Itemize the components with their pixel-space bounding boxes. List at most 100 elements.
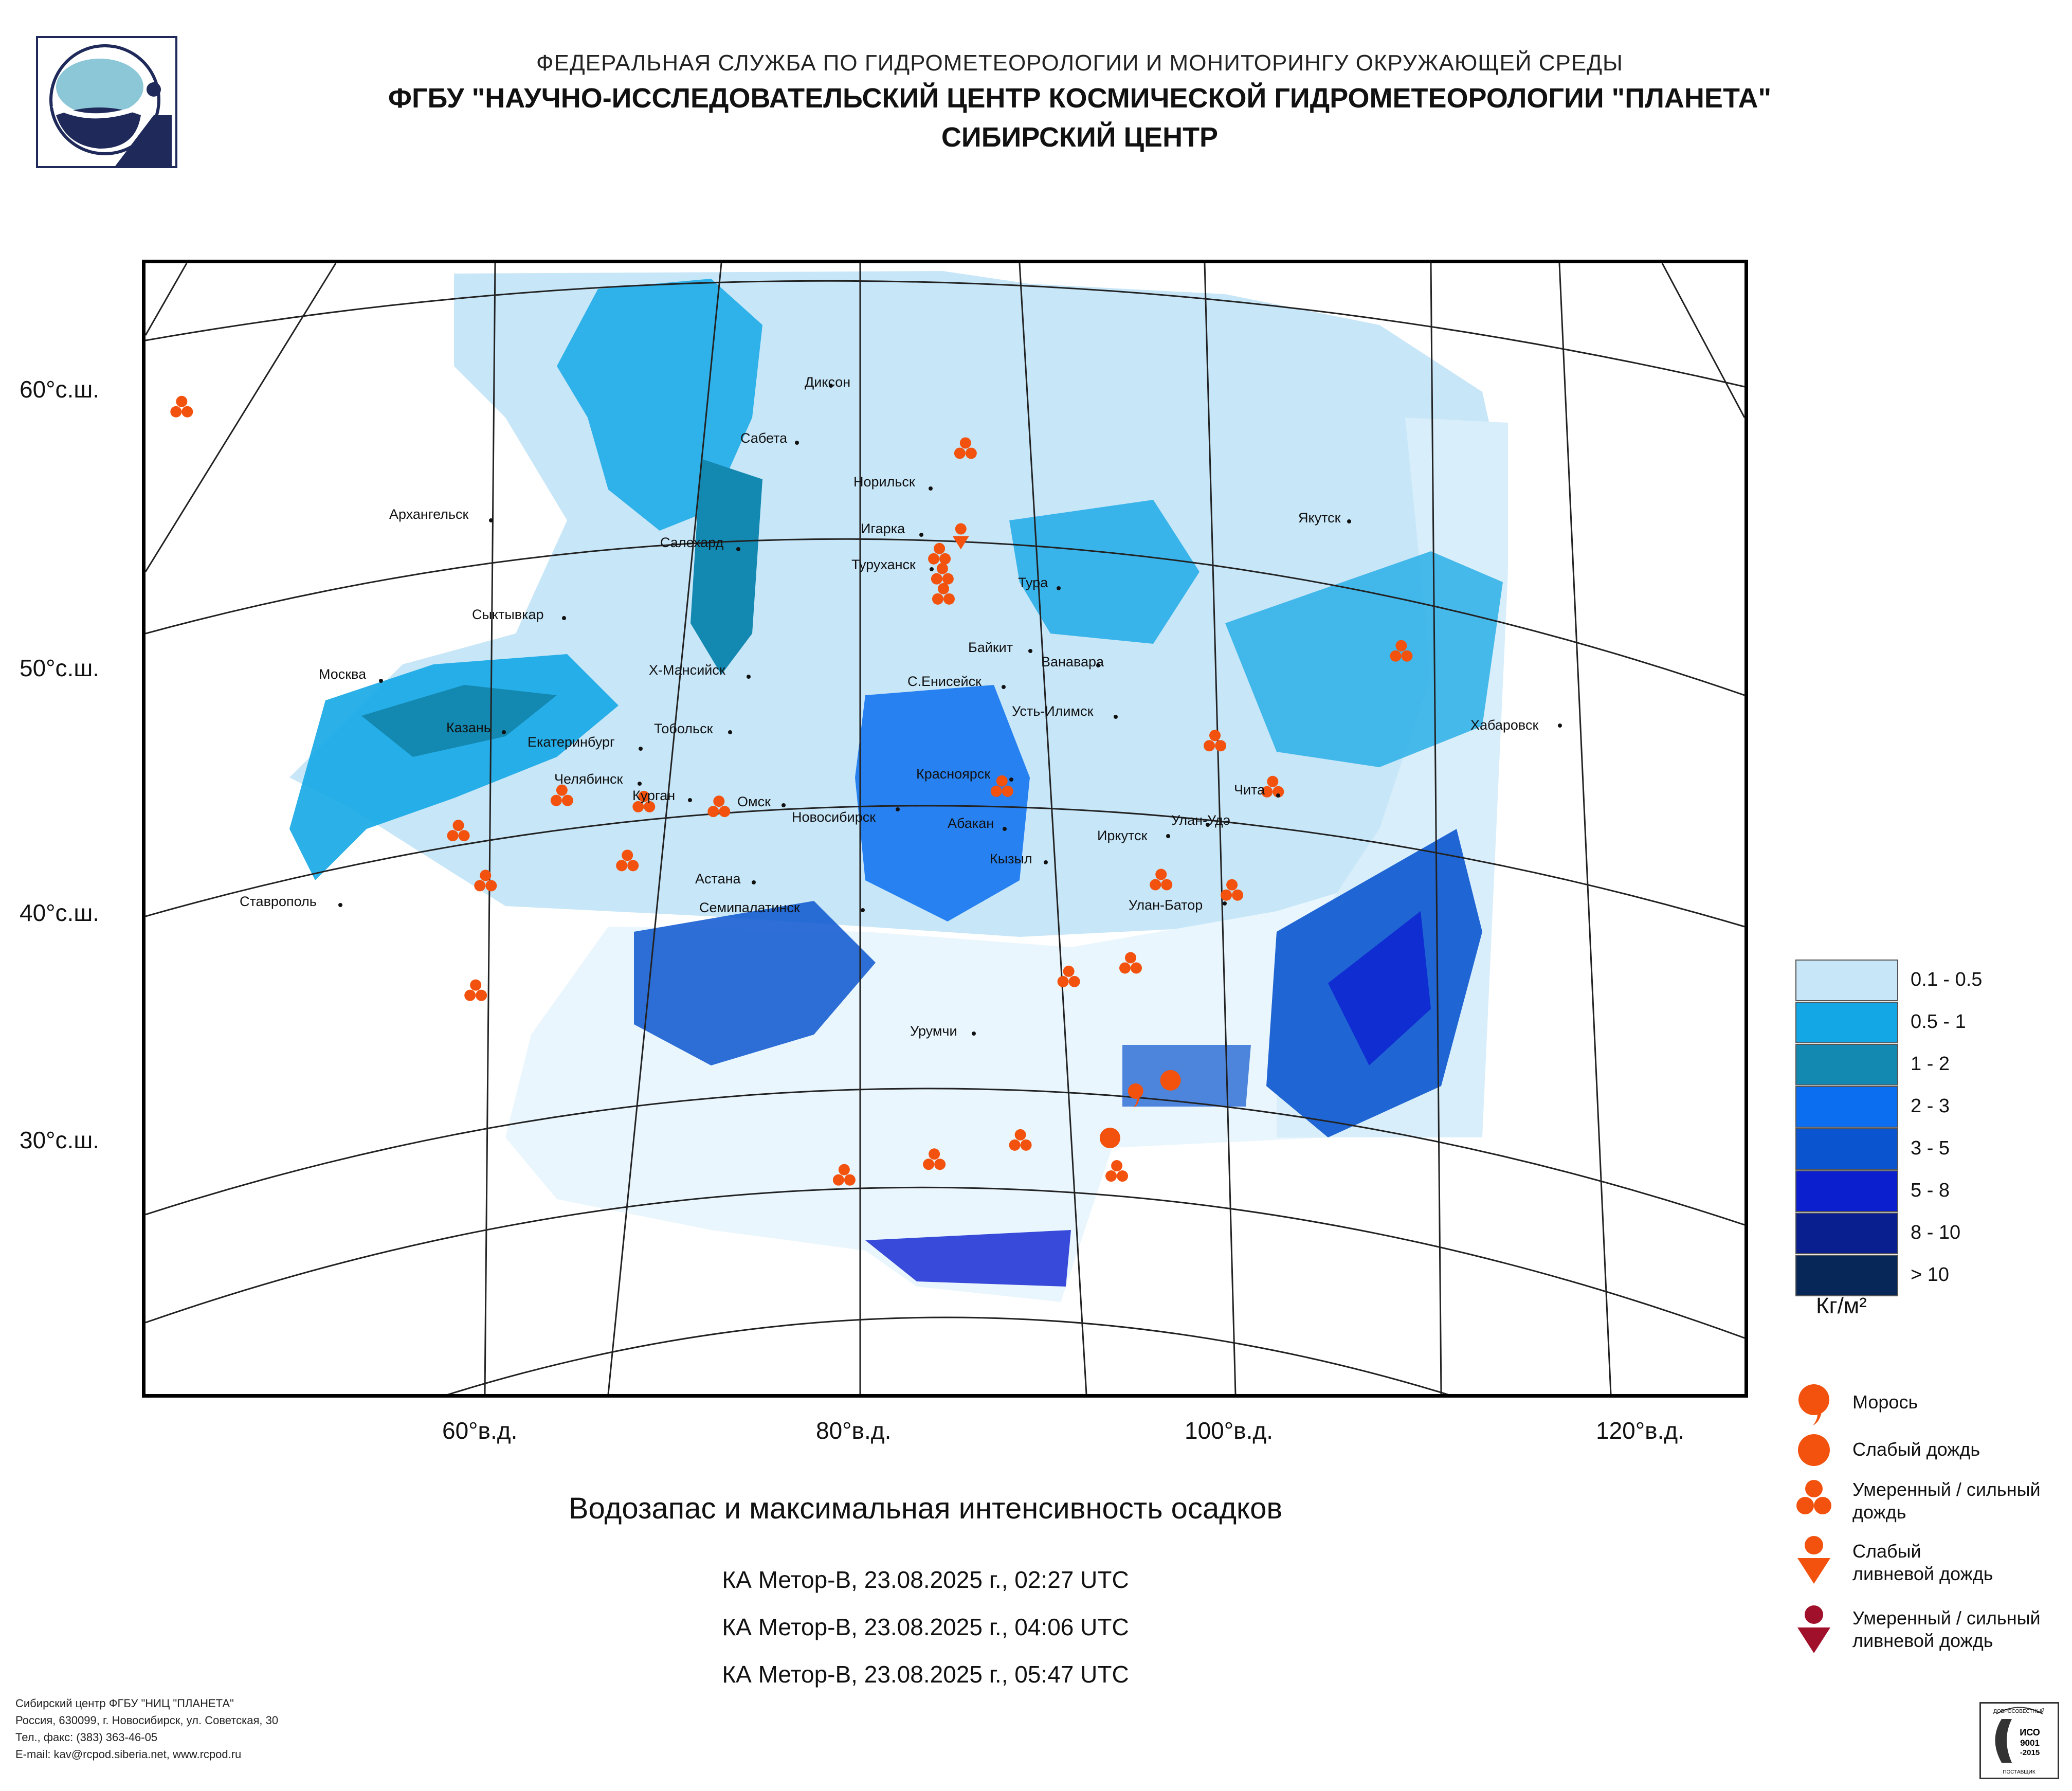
drizzle-icon — [1798, 1384, 1829, 1425]
city-label: Норильск — [853, 474, 915, 490]
band-altai — [855, 685, 1030, 921]
moderate-rain-marker — [707, 795, 731, 818]
moderate-rain-marker — [616, 849, 639, 872]
moderate-rain-marker — [464, 979, 487, 1001]
iso-bottom-text: ПОСТАВЩИК — [2003, 1769, 2035, 1775]
legend-swatch-label: 1 - 2 — [1911, 1053, 1950, 1075]
city-marker — [1009, 777, 1013, 782]
city-label: Туруханск — [851, 557, 916, 572]
graticule — [146, 263, 1744, 1394]
city-label: Улан-Батор — [1129, 897, 1203, 913]
moderate-rain-marker — [990, 775, 1013, 797]
header-institute: ФГБУ "НАУЧНО-ИССЛЕДОВАТЕЛЬСКИЙ ЦЕНТР КОС… — [388, 83, 1772, 114]
moderate-rain-marker — [832, 1164, 856, 1186]
band-tianshan — [1122, 1045, 1251, 1107]
city-label: Абакан — [948, 816, 994, 831]
city-marker — [562, 616, 566, 620]
header-center: СИБИРСКИЙ ЦЕНТР — [941, 122, 1219, 153]
city-marker — [1044, 860, 1048, 864]
map-canvas — [146, 263, 1744, 1394]
city-label: Ставрополь — [240, 894, 317, 909]
city-marker — [1276, 793, 1280, 798]
city-label: Москва — [319, 666, 367, 682]
city-marker — [489, 518, 493, 522]
legend-light-rain-label: Слабый дождь — [1852, 1439, 1980, 1460]
city-marker — [638, 782, 642, 786]
lon-label-80: 80°в.д. — [816, 1417, 892, 1444]
city-label: Екатеринбург — [528, 734, 615, 750]
city-marker — [896, 807, 900, 811]
pass-3: КА Метор-В, 23.08.2025 г., 05:47 UTC — [722, 1661, 1129, 1688]
light-shower-icon — [1797, 1536, 1830, 1584]
iso-certificate-badge: ДОБРОСОВЕСТНЫЙ ИСО 9001 -2015 ПОСТАВЩИК — [1979, 1702, 2059, 1779]
city-label: Байкит — [968, 640, 1013, 655]
moderate-rain-marker — [932, 583, 955, 605]
moderate-rain-marker — [928, 542, 951, 565]
moderate-rain-marker — [1390, 640, 1413, 662]
band-mongolia-core — [1328, 911, 1431, 1065]
moderate-rain-marker — [1221, 879, 1244, 901]
heavy-shower-icon — [1797, 1605, 1830, 1653]
city-label: Хабаровск — [1470, 717, 1539, 733]
iso-number: 9001 — [2020, 1738, 2040, 1748]
light-shower-marker — [952, 523, 969, 550]
lat-label-60: 60°с.ш. — [20, 376, 100, 403]
legend-swatch-label: > 10 — [1911, 1264, 1950, 1286]
band-kaz — [634, 901, 876, 1065]
city-marker — [929, 486, 933, 491]
city-label: Иркутск — [1097, 828, 1148, 843]
legend-heavy-shower-label: Умеренный / сильный ливневой дождь — [1852, 1607, 2041, 1651]
band-west-core — [361, 685, 557, 757]
legend-swatch — [1795, 1002, 1898, 1043]
legend-swatch-label: 5 - 8 — [1911, 1180, 1950, 1201]
city-marker — [861, 908, 865, 912]
city-label: Усть-Илимск — [1012, 703, 1094, 719]
city-label: Курган — [632, 788, 676, 803]
header-agency: ФЕДЕРАЛЬНАЯ СЛУЖБА ПО ГИДРОМЕТЕОРОЛОГИИ … — [536, 50, 1623, 76]
city-marker — [829, 384, 833, 388]
city-label: Архангельск — [389, 506, 469, 522]
legend-swatch-label: 2 - 3 — [1911, 1095, 1950, 1117]
legend-swatch — [1795, 1128, 1898, 1170]
map-title: Водозапас и максимальная интенсивность о… — [568, 1492, 1283, 1525]
iso-text: ИСО — [2020, 1727, 2040, 1738]
city-label: Астана — [695, 871, 741, 887]
city-marker — [379, 679, 383, 683]
city-label: Игарка — [861, 521, 905, 536]
moderate-rain-marker — [1150, 869, 1173, 891]
moderate-rain-marker — [170, 395, 193, 418]
band-ob — [690, 459, 762, 675]
city-marker — [747, 675, 751, 679]
band-tura — [1009, 500, 1199, 644]
city-marker — [1114, 715, 1118, 719]
iso-year: -2015 — [2020, 1748, 2040, 1757]
moderate-rain-icon — [1796, 1480, 1831, 1514]
legend-swatch — [1795, 1044, 1898, 1086]
city-marker — [930, 567, 934, 571]
legend-swatch — [1795, 960, 1898, 1001]
legend-units: Кг/м² — [1816, 1293, 1867, 1318]
footer-org: Сибирский центр ФГБУ "НИЦ "ПЛАНЕТА" — [15, 1697, 234, 1710]
city-marker — [736, 547, 740, 551]
city-marker — [1057, 586, 1061, 590]
city-label: Казань — [446, 720, 491, 735]
pass-2: КА Метор-В, 23.08.2025 г., 04:06 UTC — [722, 1614, 1129, 1640]
light-rain-marker — [1160, 1070, 1181, 1091]
moderate-rain-marker — [632, 790, 656, 812]
city-label: Новосибирск — [792, 809, 876, 825]
city-label: Ванавара — [1041, 654, 1104, 670]
moderate-rain-marker — [1057, 965, 1080, 987]
city-label: Омск — [737, 794, 771, 809]
legend-moderate-rain-label: Умеренный / сильный дождь — [1852, 1479, 2041, 1523]
moderate-rain-marker — [1204, 730, 1227, 752]
city-marker — [1003, 827, 1007, 831]
planeta-logo — [36, 36, 177, 168]
moderate-rain-marker — [1105, 1160, 1129, 1182]
city-marker — [1002, 685, 1006, 689]
moderate-rain-marker — [1261, 775, 1284, 798]
swath-north — [289, 271, 1503, 937]
moderate-rain-marker — [474, 870, 497, 892]
city-label: Чита — [1234, 782, 1265, 798]
moderate-rain-marker — [1119, 952, 1142, 974]
moderate-rain-marker — [550, 784, 573, 806]
